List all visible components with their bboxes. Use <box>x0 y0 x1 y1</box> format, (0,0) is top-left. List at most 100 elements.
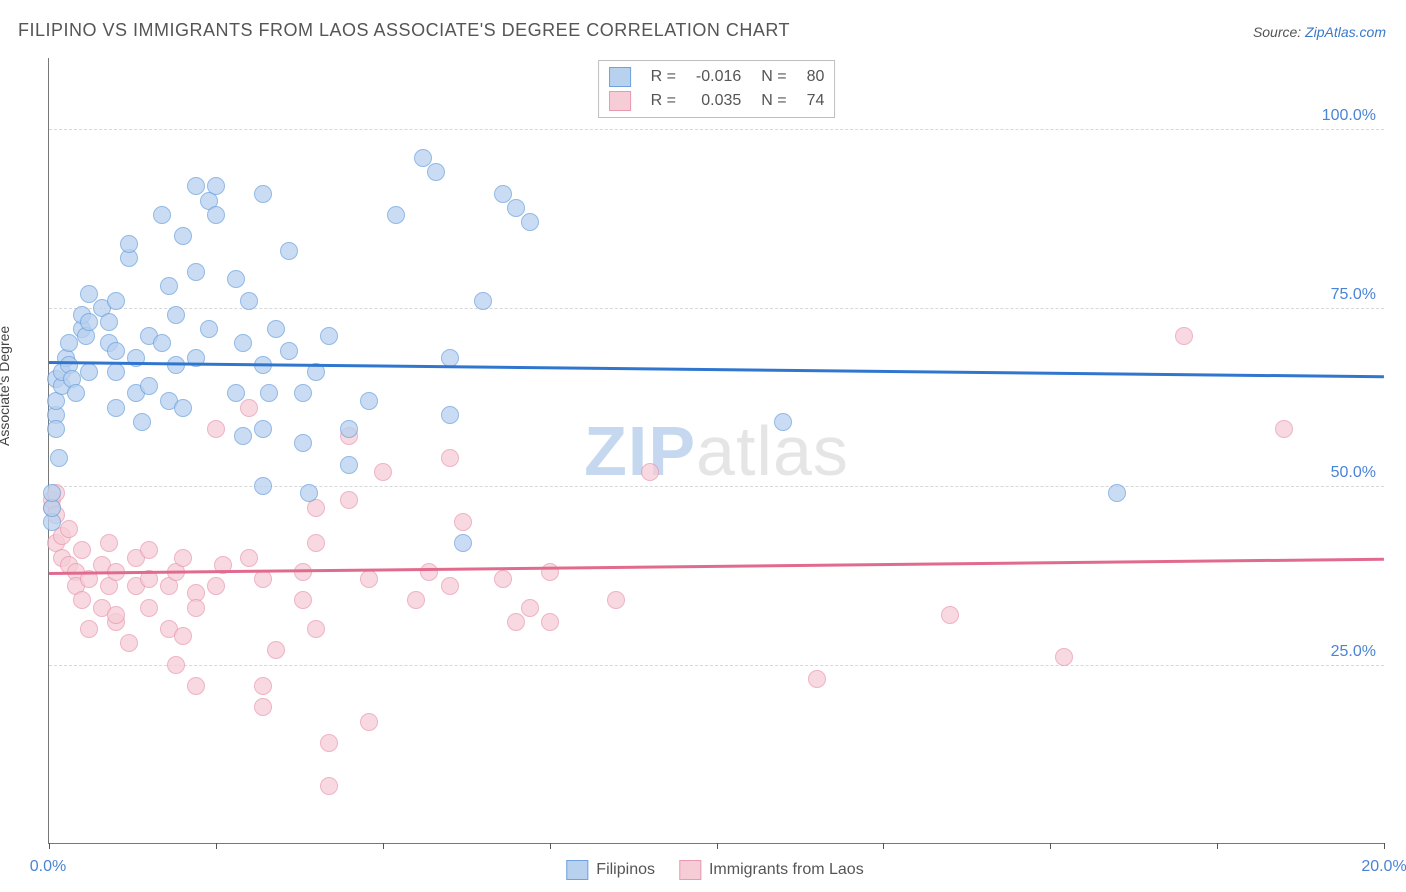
scatter-point-laos <box>307 620 325 638</box>
x-tick <box>1050 843 1051 849</box>
scatter-point-laos <box>240 399 258 417</box>
scatter-point-filipino <box>280 242 298 260</box>
scatter-point-filipino <box>167 306 185 324</box>
scatter-point-laos <box>307 534 325 552</box>
scatter-point-laos <box>207 420 225 438</box>
scatter-point-laos <box>187 677 205 695</box>
legend-swatch <box>679 860 701 880</box>
scatter-point-filipino <box>107 342 125 360</box>
legend-correlation-box: R =-0.016N =80R =0.035N =74 <box>598 60 836 118</box>
scatter-point-laos <box>320 734 338 752</box>
scatter-point-laos <box>174 627 192 645</box>
scatter-point-laos <box>254 677 272 695</box>
legend-series-label: Filipinos <box>596 861 655 878</box>
y-tick-label: 50.0% <box>1331 464 1376 482</box>
scatter-point-filipino <box>107 399 125 417</box>
scatter-point-filipino <box>60 334 78 352</box>
scatter-point-filipino <box>100 313 118 331</box>
scatter-point-filipino <box>454 534 472 552</box>
scatter-point-laos <box>80 620 98 638</box>
scatter-point-laos <box>140 541 158 559</box>
source-prefix: Source: <box>1253 24 1305 40</box>
source-link[interactable]: ZipAtlas.com <box>1305 24 1386 40</box>
scatter-point-filipino <box>441 406 459 424</box>
scatter-point-filipino <box>140 377 158 395</box>
scatter-point-filipino <box>1108 484 1126 502</box>
scatter-point-laos <box>420 563 438 581</box>
scatter-point-laos <box>167 656 185 674</box>
scatter-point-laos <box>494 570 512 588</box>
x-tick-label: 0.0% <box>30 858 66 876</box>
gridline-h <box>49 129 1384 130</box>
scatter-point-filipino <box>227 384 245 402</box>
scatter-point-filipino <box>340 456 358 474</box>
legend-swatch <box>566 860 588 880</box>
scatter-point-laos <box>441 577 459 595</box>
gridline-h <box>49 665 1384 666</box>
scatter-point-laos <box>100 534 118 552</box>
scatter-point-filipino <box>80 313 98 331</box>
scatter-point-laos <box>73 591 91 609</box>
scatter-point-filipino <box>441 349 459 367</box>
legend-n-value: 80 <box>797 65 835 89</box>
scatter-point-laos <box>521 599 539 617</box>
scatter-point-filipino <box>260 384 278 402</box>
scatter-point-laos <box>941 606 959 624</box>
legend-series: Filipinos Immigrants from Laos <box>542 860 863 880</box>
legend-swatch <box>609 91 631 111</box>
gridline-h <box>49 486 1384 487</box>
scatter-point-laos <box>107 606 125 624</box>
scatter-point-filipino <box>254 185 272 203</box>
scatter-point-laos <box>240 549 258 567</box>
scatter-point-filipino <box>207 206 225 224</box>
scatter-point-filipino <box>174 227 192 245</box>
scatter-point-filipino <box>80 363 98 381</box>
scatter-point-laos <box>254 698 272 716</box>
scatter-point-laos <box>360 713 378 731</box>
legend-row: R =-0.016N =80 <box>599 65 835 89</box>
scatter-point-laos <box>1055 648 1073 666</box>
scatter-point-laos <box>607 591 625 609</box>
scatter-point-filipino <box>300 484 318 502</box>
scatter-point-laos <box>541 563 559 581</box>
scatter-point-filipino <box>133 413 151 431</box>
scatter-point-filipino <box>153 334 171 352</box>
scatter-point-laos <box>407 591 425 609</box>
x-tick <box>550 843 551 849</box>
x-tick-label: 20.0% <box>1361 858 1406 876</box>
legend-n-value: 74 <box>797 89 835 113</box>
scatter-point-filipino <box>80 285 98 303</box>
scatter-point-filipino <box>187 263 205 281</box>
scatter-point-laos <box>120 634 138 652</box>
scatter-point-laos <box>207 577 225 595</box>
scatter-point-filipino <box>200 320 218 338</box>
chart-container: FILIPINO VS IMMIGRANTS FROM LAOS ASSOCIA… <box>0 0 1406 892</box>
y-tick-label: 25.0% <box>1331 643 1376 661</box>
scatter-point-filipino <box>267 320 285 338</box>
scatter-point-filipino <box>360 392 378 410</box>
legend-series-label: Immigrants from Laos <box>709 861 864 878</box>
scatter-point-filipino <box>494 185 512 203</box>
legend-r-value: 0.035 <box>686 89 751 113</box>
scatter-point-laos <box>187 599 205 617</box>
scatter-point-filipino <box>507 199 525 217</box>
scatter-point-filipino <box>67 384 85 402</box>
source-citation: Source: ZipAtlas.com <box>1253 24 1386 40</box>
scatter-point-filipino <box>187 177 205 195</box>
scatter-point-filipino <box>234 334 252 352</box>
scatter-point-laos <box>340 491 358 509</box>
scatter-point-laos <box>294 591 312 609</box>
scatter-point-laos <box>174 549 192 567</box>
scatter-point-filipino <box>240 292 258 310</box>
legend-swatch <box>609 67 631 87</box>
x-tick <box>216 843 217 849</box>
x-tick <box>717 843 718 849</box>
legend-n-label: N = <box>751 65 796 89</box>
watermark-atlas: atlas <box>696 412 849 490</box>
legend-r-label: R = <box>641 89 686 113</box>
y-tick-label: 100.0% <box>1322 107 1376 125</box>
scatter-point-filipino <box>120 235 138 253</box>
watermark: ZIPatlas <box>584 411 849 491</box>
scatter-point-filipino <box>50 449 68 467</box>
scatter-point-laos <box>1175 327 1193 345</box>
